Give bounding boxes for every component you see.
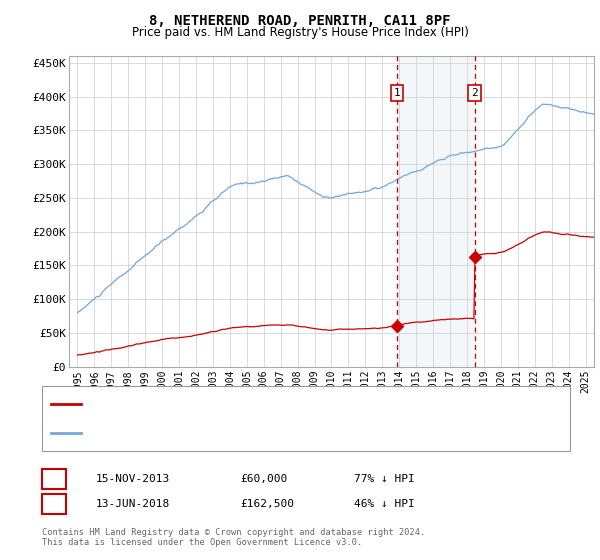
Text: £60,000: £60,000 (240, 474, 287, 484)
Bar (397, 56, 475, 367)
Text: 1: 1 (394, 88, 401, 98)
Text: 1: 1 (50, 472, 58, 486)
Text: 13-JUN-2018: 13-JUN-2018 (96, 499, 170, 509)
Text: 15-NOV-2013: 15-NOV-2013 (96, 474, 170, 484)
Text: 8, NETHEREND ROAD, PENRITH, CA11 8PF: 8, NETHEREND ROAD, PENRITH, CA11 8PF (149, 14, 451, 28)
Text: Price paid vs. HM Land Registry's House Price Index (HPI): Price paid vs. HM Land Registry's House … (131, 26, 469, 39)
Text: 2: 2 (471, 88, 478, 98)
Text: £162,500: £162,500 (240, 499, 294, 509)
Text: 8, NETHEREND ROAD, PENRITH, CA11 8PF (detached house): 8, NETHEREND ROAD, PENRITH, CA11 8PF (de… (87, 399, 418, 409)
Text: HPI: Average price, detached house, Westmorland and Furness: HPI: Average price, detached house, West… (87, 428, 456, 438)
Text: 77% ↓ HPI: 77% ↓ HPI (354, 474, 415, 484)
Text: 2: 2 (50, 497, 58, 511)
Text: 46% ↓ HPI: 46% ↓ HPI (354, 499, 415, 509)
Text: Contains HM Land Registry data © Crown copyright and database right 2024.
This d: Contains HM Land Registry data © Crown c… (42, 528, 425, 547)
